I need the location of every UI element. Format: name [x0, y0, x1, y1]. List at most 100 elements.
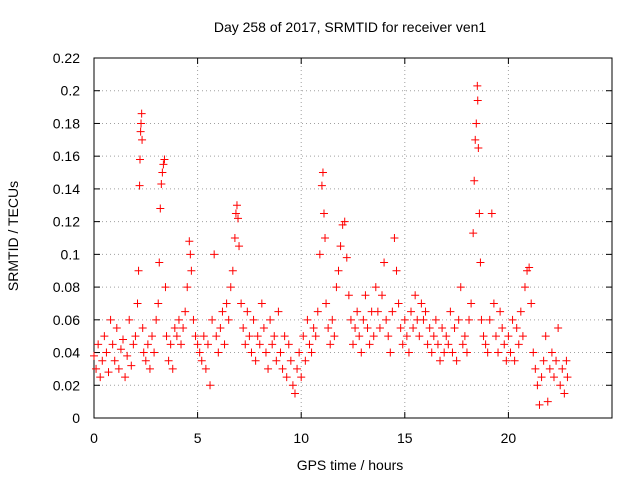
data-point: [94, 340, 103, 349]
data-point: [114, 364, 123, 373]
data-point: [442, 332, 451, 341]
data-point: [288, 381, 297, 390]
data-point: [212, 332, 221, 341]
data-point: [438, 324, 447, 332]
data-point: [458, 340, 467, 349]
data-point: [342, 253, 351, 262]
data-point: [116, 345, 125, 354]
data-point: [400, 315, 409, 324]
data-point: [243, 307, 252, 316]
data-point: [436, 356, 445, 365]
data-point: [255, 340, 264, 349]
data-point: [96, 373, 105, 382]
data-point: [214, 348, 223, 357]
data-point: [431, 315, 440, 324]
data-points: [90, 81, 572, 409]
data-point: [349, 340, 357, 349]
data-point: [485, 315, 494, 324]
data-point: [516, 307, 525, 316]
data-point: [554, 324, 563, 332]
data-point: [195, 348, 204, 357]
data-point: [295, 348, 304, 357]
data-point: [179, 324, 188, 332]
data-point: [172, 332, 181, 341]
data-point: [301, 356, 310, 365]
data-point: [313, 307, 322, 316]
data-point: [433, 340, 442, 349]
data-point: [409, 324, 418, 332]
data-point: [469, 229, 478, 238]
data-point: [472, 119, 481, 128]
y-tick-label: 0.16: [53, 148, 80, 164]
data-point: [427, 348, 436, 357]
data-point: [282, 373, 291, 382]
data-point: [230, 234, 239, 242]
data-point: [560, 389, 569, 398]
data-point: [152, 315, 161, 324]
data-point: [460, 332, 469, 341]
data-point: [375, 324, 384, 332]
data-point: [241, 340, 250, 349]
data-point: [127, 361, 136, 370]
data-point: [390, 234, 399, 242]
data-point: [186, 250, 195, 259]
data-point: [161, 283, 170, 292]
data-point: [545, 364, 554, 373]
data-point: [446, 307, 455, 316]
data-point: [475, 209, 484, 218]
data-point: [266, 315, 275, 324]
chart-title: Day 258 of 2017, SRMTID for receiver ven…: [214, 19, 487, 35]
data-point: [357, 348, 366, 357]
data-point: [191, 332, 200, 341]
data-point: [201, 364, 210, 373]
data-point: [382, 315, 391, 324]
data-point: [471, 135, 480, 144]
data-point: [404, 348, 413, 357]
data-point: [552, 356, 561, 365]
data-point: [135, 155, 144, 164]
data-point: [187, 266, 196, 275]
data-point: [159, 160, 168, 169]
data-point: [134, 266, 143, 275]
data-point: [518, 332, 527, 341]
data-point: [222, 299, 231, 308]
data-point: [452, 356, 461, 365]
data-point: [525, 263, 534, 272]
data-point: [297, 373, 306, 382]
y-tick-label: 0.1: [61, 246, 81, 262]
data-point: [253, 332, 262, 341]
plot-frame: [93, 57, 613, 419]
data-point: [268, 340, 277, 349]
data-point: [504, 332, 513, 341]
data-point: [160, 155, 169, 164]
data-point: [402, 332, 411, 341]
y-tick-label: 0.12: [53, 214, 80, 230]
data-point: [228, 266, 237, 275]
data-point: [150, 348, 159, 357]
data-point: [462, 348, 471, 357]
y-tick-label: 0.06: [53, 312, 80, 328]
data-point: [363, 324, 372, 332]
data-point: [425, 324, 434, 332]
data-point: [429, 332, 438, 341]
data-point: [119, 335, 128, 344]
data-point: [549, 373, 558, 382]
x-tick-label: 15: [397, 430, 413, 446]
x-tick-label: 5: [194, 430, 202, 446]
data-point: [104, 368, 113, 377]
data-point: [473, 96, 482, 105]
data-point: [531, 364, 540, 373]
data-point: [508, 315, 517, 324]
data-point: [523, 266, 532, 275]
data-point: [272, 356, 281, 365]
y-tick-label: 0.18: [53, 115, 80, 131]
data-point: [137, 109, 146, 118]
data-point: [261, 348, 270, 357]
data-point: [547, 348, 556, 357]
data-point: [193, 340, 202, 349]
data-point: [235, 242, 244, 251]
data-point: [496, 307, 505, 316]
data-point: [108, 340, 117, 349]
data-point: [129, 340, 138, 349]
data-point: [155, 258, 164, 267]
